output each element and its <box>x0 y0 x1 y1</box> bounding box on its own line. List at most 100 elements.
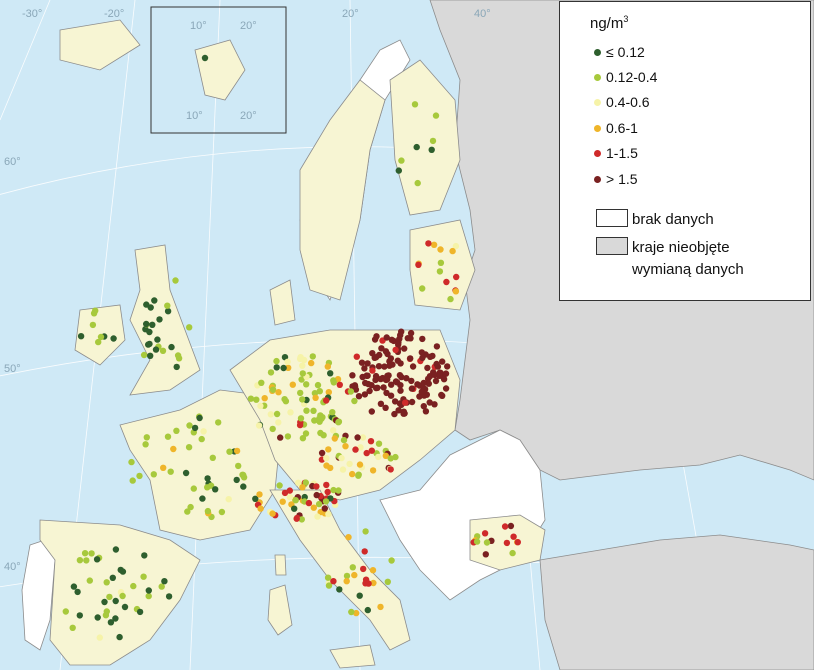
measurement-point <box>97 333 105 341</box>
measurement-point <box>198 435 205 443</box>
measurement-point <box>357 444 364 451</box>
grid-label-lat-40: 40° <box>4 561 21 573</box>
measurement-point <box>376 351 383 359</box>
measurement-point <box>336 586 343 593</box>
measurement-point <box>507 522 515 530</box>
measurement-point <box>391 398 399 405</box>
measurement-point <box>92 307 99 314</box>
excluded-swatch <box>596 237 628 255</box>
measurement-point <box>116 633 123 641</box>
measurement-point <box>392 378 400 385</box>
measurement-point <box>349 372 356 379</box>
inset-frame <box>150 6 287 134</box>
measurement-point <box>380 384 387 391</box>
measurement-point <box>321 505 328 512</box>
measurement-point <box>418 349 425 356</box>
measurement-point <box>375 453 382 461</box>
measurement-point <box>343 572 351 580</box>
measurement-point <box>129 477 136 484</box>
measurement-point <box>364 360 371 367</box>
measurement-point <box>514 539 521 546</box>
measurement-point <box>277 434 284 441</box>
measurement-point <box>303 381 310 388</box>
measurement-point <box>136 472 143 480</box>
grid-label-lon-m30: -30° <box>22 8 43 20</box>
grid-label-lon-m20: -20° <box>104 8 125 20</box>
measurement-point <box>313 483 320 490</box>
legend-dot-4 <box>594 125 601 132</box>
measurement-point <box>395 339 402 346</box>
measurement-point <box>308 359 315 367</box>
legend-class-2: 0.12-0.4 <box>594 67 657 87</box>
measurement-point <box>76 557 84 564</box>
measurement-point <box>420 403 427 410</box>
measurement-point <box>309 353 316 360</box>
measurement-point <box>377 603 384 611</box>
measurement-point <box>367 438 375 445</box>
measurement-point <box>184 508 191 515</box>
map-legend: ng/m3 ≤ 0.12 0.12-0.4 0.4-0.6 0.6-1 1-1.… <box>559 1 811 301</box>
measurement-point <box>170 445 177 453</box>
measurement-point <box>440 376 448 383</box>
measurement-point <box>121 603 129 611</box>
measurement-point <box>351 571 358 579</box>
measurement-point <box>348 608 355 616</box>
measurement-point <box>167 468 174 475</box>
measurement-point <box>419 335 426 343</box>
measurement-point <box>384 578 391 585</box>
measurement-point <box>370 579 377 587</box>
measurement-point <box>436 372 443 379</box>
measurement-point <box>482 551 489 558</box>
measurement-point <box>86 577 94 584</box>
grid-label-lat-50: 50° <box>4 363 21 375</box>
measurement-point <box>375 363 383 370</box>
measurement-point <box>384 376 391 383</box>
measurement-point <box>204 484 211 491</box>
measurement-point <box>140 351 148 359</box>
measurement-point <box>429 352 436 360</box>
measurement-point <box>346 460 353 468</box>
measurement-point <box>340 436 348 444</box>
measurement-point <box>324 488 331 496</box>
measurement-point <box>315 500 323 508</box>
measurement-point <box>323 455 330 462</box>
measurement-point <box>253 396 260 403</box>
measurement-point <box>452 288 460 295</box>
measurement-point <box>182 469 190 477</box>
measurement-point <box>147 352 154 359</box>
measurement-point <box>165 593 173 600</box>
measurement-point <box>325 389 332 396</box>
measurement-point <box>273 364 280 371</box>
measurement-point <box>267 369 275 376</box>
measurement-point <box>387 466 394 473</box>
measurement-point <box>299 396 306 403</box>
measurement-point <box>425 380 432 387</box>
legend-unit: ng/m3 <box>590 14 629 32</box>
measurement-point <box>324 574 332 581</box>
measurement-point <box>297 389 304 397</box>
measurement-point <box>287 409 294 416</box>
measurement-point <box>156 316 163 323</box>
measurement-point <box>106 593 113 601</box>
measurement-point <box>141 552 148 559</box>
measurement-point <box>444 363 451 370</box>
measurement-point <box>432 112 440 119</box>
measurement-point <box>383 389 390 397</box>
measurement-point <box>453 273 460 281</box>
measurement-point <box>145 341 152 348</box>
measurement-point <box>358 359 366 366</box>
measurement-point <box>142 441 149 448</box>
measurement-point <box>102 612 110 619</box>
grid-label-lon-40: 40° <box>474 8 491 20</box>
measurement-point <box>204 507 212 515</box>
measurement-point <box>269 386 277 393</box>
measurement-point <box>76 612 84 619</box>
measurement-point <box>481 530 489 537</box>
measurement-point <box>447 295 454 303</box>
measurement-point <box>402 399 409 406</box>
measurement-point <box>293 515 300 522</box>
measurement-point <box>442 385 450 392</box>
measurement-point <box>423 391 430 398</box>
measurement-point <box>351 397 358 405</box>
measurement-points <box>62 54 521 641</box>
